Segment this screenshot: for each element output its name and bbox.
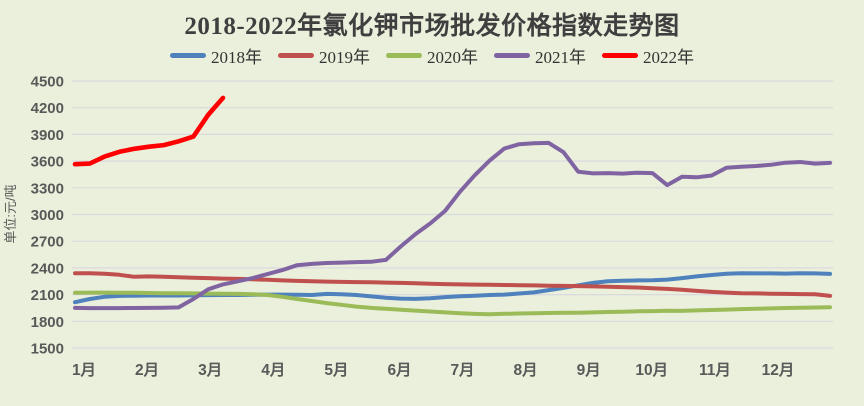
series-line-2021年 bbox=[73, 140, 832, 311]
y-tick-label: 4500 bbox=[31, 74, 64, 91]
legend-swatch-icon bbox=[494, 53, 530, 58]
y-tick-label: 3300 bbox=[31, 180, 64, 197]
series-line-2022年 bbox=[72, 95, 226, 167]
x-month-label: 11月 bbox=[699, 361, 731, 379]
legend-swatch-icon bbox=[278, 53, 314, 58]
y-tick-label: 2700 bbox=[31, 234, 64, 251]
y-axis-title: 单位:元/吨 bbox=[3, 184, 18, 244]
y-tick-label: 2400 bbox=[31, 260, 64, 277]
x-month-label: 8月 bbox=[514, 361, 538, 379]
chart-title: 2018-2022年氯化钾市场批发价格指数走势图 bbox=[184, 13, 680, 40]
legend-label: 2021年 bbox=[535, 48, 586, 67]
y-tick-label: 4200 bbox=[31, 100, 64, 117]
y-tick-label: 3900 bbox=[31, 127, 64, 144]
legend-swatch-icon bbox=[386, 53, 422, 58]
legend-item-2022年: 2022年 bbox=[602, 43, 694, 68]
y-tick-label: 3000 bbox=[31, 207, 64, 224]
y-tick-label: 1800 bbox=[31, 314, 64, 331]
legend-swatch-icon bbox=[170, 53, 206, 58]
legend-item-2019年: 2019年 bbox=[278, 43, 370, 68]
legend-label: 2019年 bbox=[319, 48, 370, 67]
legend-item-2021年: 2021年 bbox=[494, 43, 586, 68]
x-month-label: 5月 bbox=[324, 361, 348, 379]
x-month-label: 4月 bbox=[261, 361, 285, 379]
y-tick-label: 3600 bbox=[31, 154, 64, 171]
x-month-label: 1月 bbox=[72, 361, 96, 379]
legend-item-2018年: 2018年 bbox=[170, 43, 262, 68]
x-month-label: 9月 bbox=[577, 361, 601, 379]
legend-item-2020年: 2020年 bbox=[386, 43, 478, 68]
x-month-label: 7月 bbox=[450, 361, 474, 379]
y-tick-label: 1500 bbox=[31, 341, 64, 358]
legend-label: 2018年 bbox=[211, 48, 262, 67]
legend-swatch-icon bbox=[602, 53, 638, 58]
y-tick-label: 2100 bbox=[31, 287, 64, 304]
x-month-label: 6月 bbox=[387, 361, 411, 379]
x-month-label: 10月 bbox=[635, 361, 668, 379]
series-line-2019年 bbox=[73, 271, 832, 298]
x-month-label: 2月 bbox=[135, 361, 159, 379]
x-month-label: 12月 bbox=[762, 361, 795, 379]
legend: 2018年 2019年 2020年 2021年 2022年 bbox=[0, 43, 864, 68]
legend-label: 2022年 bbox=[643, 48, 694, 67]
x-month-label: 3月 bbox=[198, 361, 222, 379]
legend-label: 2020年 bbox=[427, 48, 478, 67]
